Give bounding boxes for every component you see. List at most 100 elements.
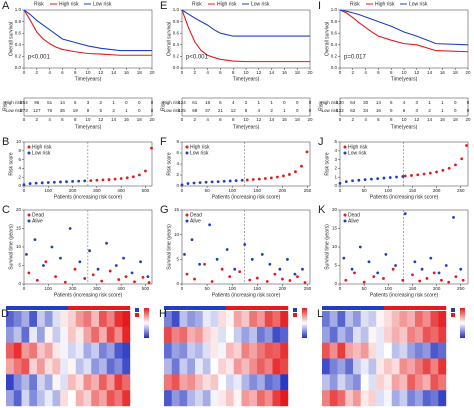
- heatmap-cell: [272, 326, 281, 343]
- point: [190, 238, 194, 242]
- heatmap-cell: [360, 390, 369, 407]
- x-tick-label: 16: [440, 70, 446, 75]
- heatmap-cell: [60, 390, 69, 407]
- heatmap-cell: [60, 342, 69, 359]
- p-value: p<0.001: [186, 55, 209, 61]
- heatmap-cell: [187, 342, 196, 359]
- table-cell: 16: [205, 100, 211, 105]
- group-legend-swatch: [451, 313, 455, 317]
- heatmap-cell: [68, 311, 76, 328]
- heatmap-cell: [399, 358, 408, 375]
- group-strip: [21, 306, 30, 310]
- heatmap-cell: [83, 311, 92, 328]
- table-frame: [181, 97, 311, 117]
- x-tick-label: 0: [339, 286, 342, 291]
- heatmap-cell: [438, 374, 447, 391]
- heatmap-cell: [353, 326, 361, 343]
- heatmap-cell: [218, 311, 227, 328]
- x-tick-label: 50: [205, 286, 211, 291]
- point: [257, 177, 261, 181]
- heatmap-cell: [202, 390, 211, 407]
- point: [22, 183, 26, 187]
- x-tick-label: 200: [69, 188, 77, 193]
- point: [255, 276, 259, 280]
- legend-label: Low risk: [32, 150, 51, 156]
- heatmap-cell: [91, 358, 100, 375]
- y-tick-label: 0.6: [331, 30, 338, 35]
- x-tick-label: 0: [181, 188, 184, 193]
- table-cell: 1: [428, 100, 431, 105]
- table-cell: 125: [178, 108, 186, 113]
- heatmap-cell: [52, 326, 61, 343]
- heatmap-cell: [83, 374, 92, 391]
- heatmap-cell: [399, 390, 408, 407]
- heatmap-cell: [195, 326, 203, 343]
- heatmap-cell: [202, 311, 211, 328]
- point: [388, 176, 392, 179]
- heatmap-cell: [21, 374, 30, 391]
- point: [52, 180, 56, 184]
- table-cell: 8: [245, 108, 248, 113]
- legend-label: Low risk: [409, 1, 428, 7]
- x-axis-label: Patients (increasing risk score): [370, 292, 439, 298]
- table-cell: 124: [178, 100, 186, 105]
- table-cell: 1: [258, 100, 261, 105]
- group-strip: [280, 306, 289, 310]
- table-x-tick-label: 0: [339, 117, 342, 122]
- heatmap-cell: [345, 374, 354, 391]
- heatmap-cell: [37, 311, 45, 328]
- point: [376, 177, 380, 181]
- heatmap-cell: [322, 358, 330, 375]
- table-cell: 0: [151, 108, 154, 113]
- table-cell: 0: [454, 100, 457, 105]
- point: [248, 278, 252, 282]
- group-strip: [60, 306, 69, 310]
- table-x-tick-label: 0: [23, 117, 26, 122]
- y-axis-label: Survival time (years): [8, 224, 14, 270]
- legend-marker: [343, 213, 347, 217]
- point: [107, 178, 111, 181]
- point: [83, 277, 87, 280]
- table-x-tick-label: 6: [377, 117, 380, 122]
- heatmap-cell: [368, 326, 377, 343]
- y-tick-label: 6: [176, 150, 179, 155]
- table-cell: 3: [416, 108, 419, 113]
- heatmap-cell: [376, 342, 385, 359]
- group-strip: [187, 306, 196, 310]
- heatmap-cell: [195, 374, 203, 391]
- group-legend-swatch: [135, 308, 139, 312]
- table-cell: 4: [258, 108, 261, 113]
- y-tick-label: 5: [18, 263, 21, 268]
- x-tick-label: 4: [206, 70, 209, 75]
- heatmap-cell: [322, 326, 330, 343]
- heatmap-cell: [272, 311, 281, 328]
- heatmap-cell: [233, 390, 242, 407]
- legend-label: Dead: [190, 212, 202, 218]
- heatmap-cell: [164, 311, 172, 328]
- heatmap-cell: [422, 342, 431, 359]
- x-tick-label: 6: [219, 70, 222, 75]
- heatmap-cell: [337, 342, 346, 359]
- heatmap-cell: [91, 374, 100, 391]
- table-cell: 96: [34, 100, 40, 105]
- heatmap-cell: [280, 326, 289, 343]
- heatmap-cell: [272, 390, 281, 407]
- heatmap-cell: [52, 311, 61, 328]
- legend-label: High risk: [59, 1, 79, 7]
- x-tick-label: 300: [93, 286, 101, 291]
- point: [447, 280, 451, 284]
- heatmap-cell: [226, 342, 234, 359]
- point: [40, 181, 44, 185]
- x-tick-label: 6: [377, 70, 380, 75]
- heatmap-cell: [337, 311, 346, 328]
- panel-letter: G: [160, 204, 169, 216]
- point: [454, 163, 457, 167]
- heatmap-cell: [360, 311, 369, 328]
- group-strip: [376, 306, 385, 310]
- heatmap-cell: [218, 358, 227, 375]
- point: [358, 245, 362, 249]
- heatmap-cell: [368, 311, 377, 328]
- heatmap-cell: [218, 390, 227, 407]
- heatmap-cell: [218, 374, 227, 391]
